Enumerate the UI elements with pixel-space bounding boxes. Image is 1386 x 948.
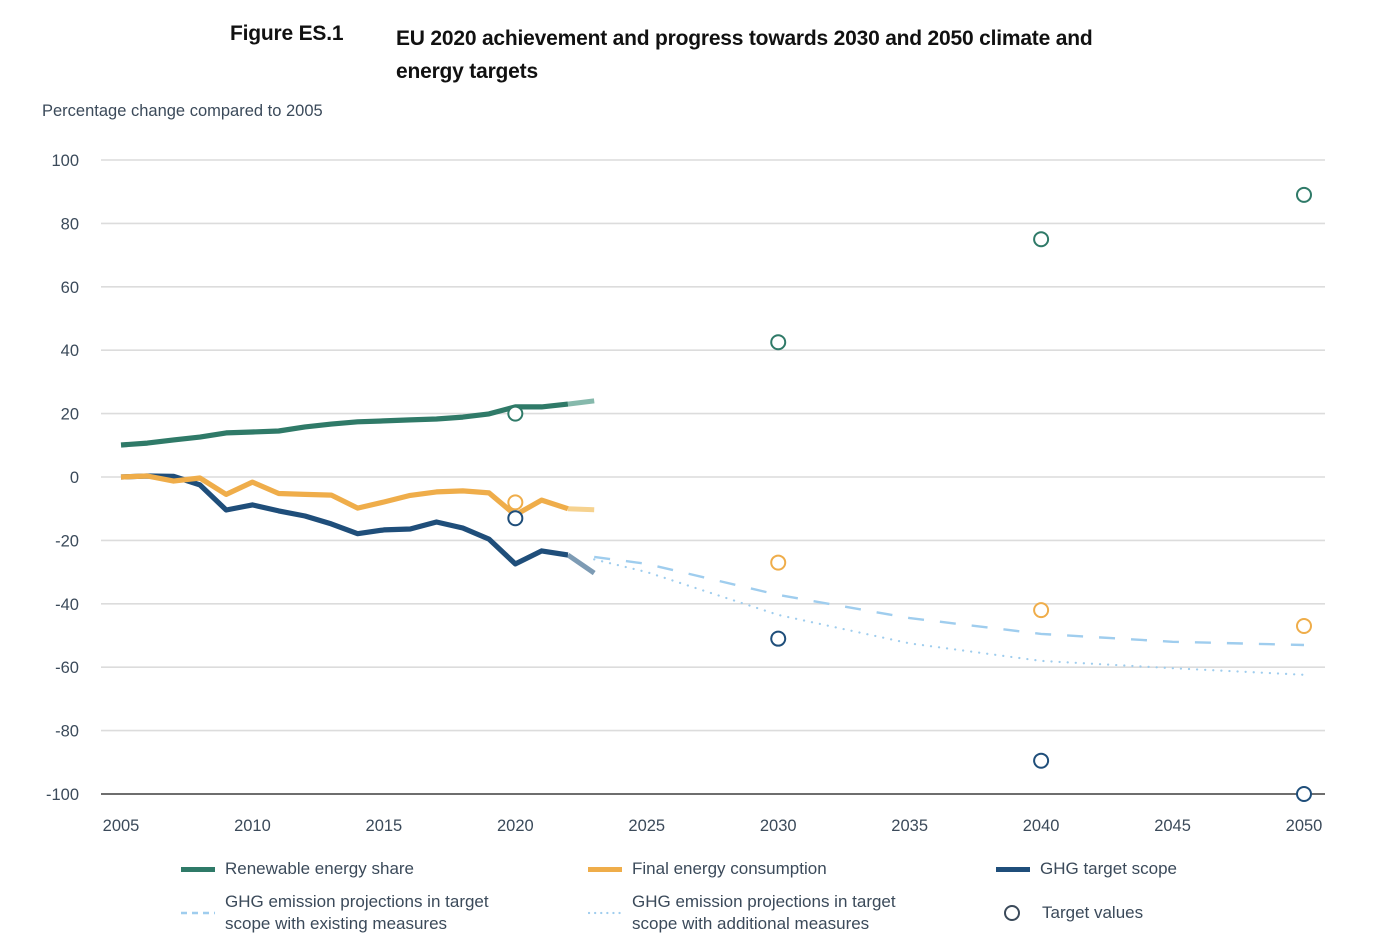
target-marker-final-energy — [1033, 602, 1050, 619]
y-tick-label: 0 — [70, 469, 79, 487]
figure-title: EU 2020 achievement and progress towards… — [396, 27, 1093, 83]
x-tick-label: 2015 — [366, 817, 403, 835]
y-tick-label: -20 — [55, 532, 79, 550]
legend-label-ghg: GHG target scope — [1040, 859, 1178, 878]
legend-swatch-renewable — [181, 866, 215, 872]
target-marker-ghg — [507, 510, 524, 527]
y-tick-label: 80 — [61, 215, 79, 233]
target-marker-ghg — [1296, 786, 1312, 802]
y-tick-labels: 100 80 60 40 20 0 -20 -40 -60 -80 -100 — [46, 152, 79, 804]
y-tick-label: -60 — [55, 659, 79, 677]
legend-item-final-energy: Final energy consumption — [588, 858, 827, 880]
target-markers — [507, 186, 1312, 802]
target-marker-final-energy — [1296, 617, 1312, 634]
legend-label-existing-line1: GHG emission projections in target — [225, 892, 489, 911]
series-line-renewable-proxy — [567, 398, 595, 407]
legend-item-ghg: GHG target scope — [996, 858, 1177, 880]
series-line-existing-measures — [594, 555, 1305, 647]
legend-label-existing-line2: scope with existing measures — [225, 914, 448, 933]
series-line-additional-measures — [593, 558, 1306, 676]
legend-label-additional-line1: GHG emission projections in target — [632, 892, 896, 911]
legend-item-existing-measures: GHG emission projections in target scope… — [181, 891, 489, 935]
legend-item-renewable: Renewable energy share — [181, 858, 414, 880]
target-marker-renewable — [1296, 186, 1312, 203]
target-marker-ghg — [1033, 752, 1050, 769]
legend-swatch-final-energy — [588, 866, 622, 872]
legend-label-final-energy: Final energy consumption — [632, 859, 827, 878]
gridlines — [101, 159, 1325, 795]
y-tick-label: 60 — [61, 279, 79, 297]
x-tick-label: 2035 — [891, 817, 928, 835]
x-tick-label: 2030 — [760, 817, 797, 835]
target-marker-ghg — [770, 630, 787, 647]
legend-swatch-dashed — [181, 911, 215, 915]
legend-label-targets: Target values — [1042, 903, 1144, 922]
legend-swatch-dotted — [588, 911, 622, 915]
target-marker-final-energy — [507, 494, 524, 511]
target-marker-renewable — [770, 334, 787, 351]
y-tick-label: 100 — [51, 152, 79, 170]
y-tick-label: -80 — [55, 723, 79, 741]
figure-label: Figure ES.1 — [230, 22, 344, 45]
x-tick-labels: 2005 2010 2015 2020 2025 2030 2035 2040 2045 2050 — [103, 817, 1323, 835]
series-line-ghg — [120, 473, 569, 567]
x-tick-label: 2050 — [1286, 817, 1323, 835]
legend-swatch-ghg — [996, 866, 1030, 872]
series-lines — [120, 398, 1306, 676]
y-tick-label: 40 — [61, 342, 79, 360]
target-marker-renewable — [507, 405, 524, 422]
legend-item-targets: Target values — [998, 902, 1143, 924]
x-tick-label: 2020 — [497, 817, 534, 835]
legend-label-additional-measures: GHG emission projections in target scope… — [632, 891, 896, 935]
x-tick-label: 2040 — [1023, 817, 1060, 835]
legend-label-renewable: Renewable energy share — [225, 859, 415, 878]
series-line-ghg-proxy — [566, 552, 596, 576]
target-marker-final-energy — [770, 554, 787, 571]
y-tick-label: -100 — [46, 786, 79, 804]
y-tick-label: 20 — [61, 406, 79, 424]
line-chart: 100 80 60 40 20 0 -20 -40 -60 -80 -100 2005 2010 201… — [46, 152, 1325, 835]
legend: Renewable energy share Final energy cons… — [0, 856, 1386, 946]
x-tick-label: 2025 — [628, 817, 665, 835]
series-line-final-energy — [120, 473, 569, 518]
legend-label-existing-measures: GHG emission projections in target scope… — [225, 891, 489, 935]
target-marker-renewable — [1033, 231, 1050, 248]
x-tick-label: 2045 — [1154, 817, 1191, 835]
y-axis-title: Percentage change compared to 2005 — [42, 102, 323, 120]
x-tick-label: 2005 — [103, 817, 140, 835]
legend-circle-icon — [1004, 905, 1020, 921]
legend-item-additional-measures: GHG emission projections in target scope… — [588, 891, 896, 935]
legend-label-additional-line2: scope with additional measures — [632, 914, 870, 933]
y-tick-label: -40 — [55, 596, 79, 614]
series-line-final-energy-proxy — [567, 506, 595, 513]
x-tick-label: 2010 — [234, 817, 271, 835]
series-line-renewable — [120, 401, 569, 448]
